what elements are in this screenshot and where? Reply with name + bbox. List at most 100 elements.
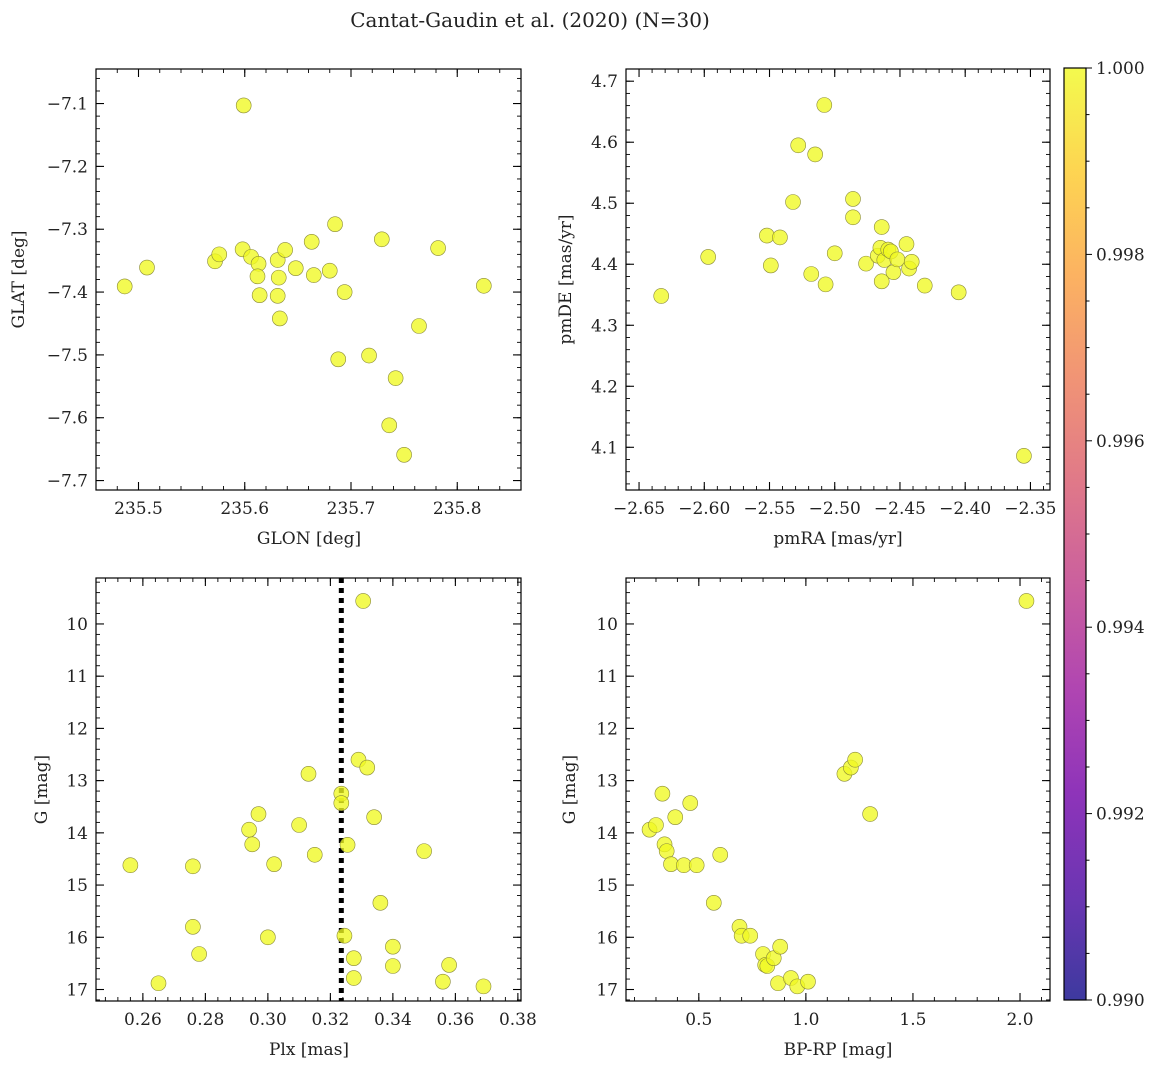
x-tick-label: 1.5 xyxy=(899,1010,926,1030)
data-point xyxy=(807,146,823,163)
data-point xyxy=(249,268,266,285)
data-point xyxy=(306,846,323,863)
data-point xyxy=(700,249,716,265)
colorbar-gradient xyxy=(1063,67,1087,1001)
colorbar-tick-label: 0.994 xyxy=(1096,618,1145,638)
data-point xyxy=(244,836,261,853)
data-point xyxy=(430,240,446,256)
data-point xyxy=(654,785,671,802)
x-tick-label: −2.45 xyxy=(874,499,926,519)
data-point xyxy=(903,254,920,270)
data-point xyxy=(712,846,729,863)
data-point xyxy=(116,278,133,295)
data-point xyxy=(396,447,412,463)
data-point xyxy=(185,858,201,875)
y-tick-label: 15 xyxy=(596,876,618,896)
data-point xyxy=(272,310,288,327)
data-point xyxy=(873,219,890,235)
x-tick-label: 235.6 xyxy=(220,499,269,519)
y-axis-label: G [mag] xyxy=(560,755,580,824)
data-point xyxy=(950,284,967,301)
data-point xyxy=(858,255,874,272)
figure-title: Cantat-Gaudin et al. (2020) (N=30) xyxy=(350,8,710,32)
y-tick-label: −7.7 xyxy=(47,472,88,492)
data-point xyxy=(441,957,457,973)
data-point xyxy=(763,257,779,274)
data-point xyxy=(374,231,390,248)
x-tick-label: 235.5 xyxy=(114,499,163,519)
data-point xyxy=(333,795,350,811)
y-tick-label: −7.4 xyxy=(47,283,88,303)
x-axis-label: BP-RP [mag] xyxy=(784,1040,893,1060)
x-tick-label: 0.30 xyxy=(249,1010,287,1030)
axes-frame xyxy=(625,68,1051,491)
axes-frame xyxy=(95,577,522,1002)
y-tick-label: 11 xyxy=(596,667,618,687)
data-point xyxy=(416,843,432,859)
panel-glon-glat: 235.5 235.6 235.7 235.8 −7.1 −7.2 −7.3 −7.4 −7.5… xyxy=(9,68,522,549)
minor-ticks xyxy=(626,578,1050,1001)
data-point xyxy=(817,276,834,293)
y-tick-label: 4.5 xyxy=(591,194,618,214)
data-point xyxy=(287,260,304,276)
data-point xyxy=(1018,593,1035,609)
x-tick-label: −2.60 xyxy=(678,499,730,519)
data-point xyxy=(372,895,389,911)
y-tick-label: 16 xyxy=(596,928,618,948)
x-axis-label: GLON [deg] xyxy=(257,529,361,549)
data-point xyxy=(873,273,890,290)
data-point xyxy=(705,895,722,911)
data-point xyxy=(339,837,356,853)
data-point xyxy=(862,806,878,822)
x-tick-label: 235.7 xyxy=(327,499,376,519)
data-point xyxy=(1016,448,1032,464)
data-point xyxy=(658,843,675,859)
data-point xyxy=(816,97,833,113)
data-point xyxy=(648,817,664,833)
x-tick-label: −2.35 xyxy=(1004,499,1056,519)
data-point xyxy=(250,806,267,822)
data-point xyxy=(346,970,362,986)
data-point xyxy=(336,927,353,944)
y-tick-label: 12 xyxy=(596,719,618,739)
y-tick-label: 14 xyxy=(66,824,88,844)
y-tick-label: −7.3 xyxy=(47,220,88,240)
data-point xyxy=(303,233,320,250)
y-tick-label: 4.7 xyxy=(591,72,618,92)
y-tick-label: 4.3 xyxy=(591,316,618,336)
y-tick-label: 12 xyxy=(66,719,88,739)
x-tick-label: 0.28 xyxy=(186,1010,224,1030)
panel-bprp-g: 0.5 1.0 1.5 2.0 10 11 12 13 14 15 16 17 BP-RP [mag] G… xyxy=(560,577,1051,1060)
data-point xyxy=(682,795,699,811)
data-point xyxy=(772,229,788,246)
data-point xyxy=(790,137,807,154)
data-point xyxy=(916,277,933,294)
y-tick-label: 4.2 xyxy=(591,377,618,397)
y-tick-label: −7.6 xyxy=(47,409,88,429)
colorbar-tick-label: 0.996 xyxy=(1096,432,1145,452)
y-tick-label: −7.5 xyxy=(47,346,88,366)
colorbar-tick-label: 1.000 xyxy=(1096,59,1145,79)
data-point xyxy=(845,191,861,207)
x-tick-label: 0.5 xyxy=(685,1010,712,1030)
data-point xyxy=(277,242,293,258)
panel-plx-g: 0.26 0.28 0.30 0.32 0.34 0.36 0.38 10 11 12 13 14 15… xyxy=(32,577,537,1060)
data-point xyxy=(476,277,492,294)
data-point xyxy=(688,857,705,874)
y-tick-label: −7.1 xyxy=(47,95,88,115)
data-point xyxy=(385,938,401,955)
x-tick-label: 0.26 xyxy=(124,1010,162,1030)
data-point xyxy=(191,946,207,962)
data-point xyxy=(251,287,268,304)
x-tick-label: 0.32 xyxy=(311,1010,349,1030)
data-point xyxy=(300,766,317,782)
y-tick-label: 11 xyxy=(66,667,88,687)
colorbar-tick-label: 0.992 xyxy=(1096,805,1145,825)
axes-frame xyxy=(625,577,1051,1002)
x-tick-label: −2.55 xyxy=(743,499,795,519)
y-tick-label: 13 xyxy=(66,772,88,792)
data-point xyxy=(361,347,377,364)
data-point xyxy=(759,227,775,244)
minor-ticks xyxy=(96,578,521,1001)
data-point xyxy=(260,929,276,946)
